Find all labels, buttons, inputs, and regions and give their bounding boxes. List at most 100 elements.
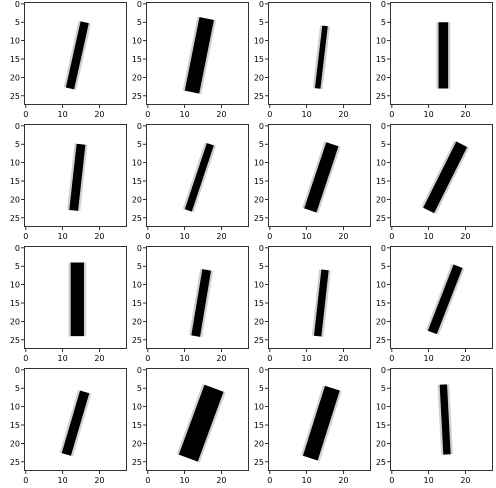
digit-1-r1c3 [314, 25, 328, 89]
x-tick-label: 0 [267, 110, 272, 119]
y-tick-label: 0 [259, 122, 264, 131]
y-tick-label: 25 [376, 336, 386, 345]
y-tick-label: 10 [254, 159, 264, 168]
y-tick-label: 10 [10, 159, 20, 168]
x-tick-label: 10 [58, 232, 68, 241]
y-tick-label: 5 [381, 384, 386, 393]
y-tick-label: 10 [254, 403, 264, 412]
digit-1-r3c2 [191, 269, 212, 337]
x-tick-label: 10 [302, 232, 312, 241]
y-tick-label: 0 [15, 122, 20, 131]
y-tick-label: 10 [376, 159, 386, 168]
y-tick-label: 15 [254, 177, 264, 186]
x-tick-label: 0 [23, 110, 28, 119]
y-tick-label: 0 [381, 0, 386, 9]
y-tick-label: 25 [254, 92, 264, 101]
y-tick-label: 0 [15, 0, 20, 9]
y-tick-label: 15 [376, 177, 386, 186]
y-tick-label: 5 [381, 140, 386, 149]
panel-frame [24, 124, 127, 227]
y-tick-label: 5 [259, 18, 264, 27]
x-tick-label: 0 [267, 354, 272, 363]
x-tick-label: 0 [389, 354, 394, 363]
x-tick-label: 20 [216, 232, 226, 241]
x-tick-label: 10 [180, 354, 190, 363]
panel-frame [146, 368, 249, 471]
y-tick-label: 20 [376, 439, 386, 448]
x-tick-label: 10 [302, 110, 312, 119]
x-tick-label: 20 [460, 354, 470, 363]
y-tick-label: 25 [10, 214, 20, 223]
y-tick-label: 0 [137, 244, 142, 253]
y-tick-label: 15 [10, 55, 20, 64]
panel-frame [390, 368, 493, 471]
y-tick-label: 15 [132, 299, 142, 308]
y-tick-label: 25 [254, 458, 264, 467]
x-tick-label: 10 [180, 232, 190, 241]
x-tick-label: 20 [460, 110, 470, 119]
y-tick-label: 5 [137, 18, 142, 27]
y-tick-label: 0 [381, 244, 386, 253]
x-tick-label: 0 [267, 476, 272, 485]
x-tick-label: 10 [58, 476, 68, 485]
y-tick-label: 10 [132, 403, 142, 412]
digit-1-r2c4 [423, 141, 468, 214]
y-tick-label: 15 [376, 55, 386, 64]
y-tick-label: 5 [15, 140, 20, 149]
y-tick-label: 15 [132, 421, 142, 430]
y-tick-label: 0 [259, 0, 264, 9]
y-tick-label: 0 [15, 244, 20, 253]
x-tick-label: 0 [23, 354, 28, 363]
digit-1-r4c2 [178, 384, 224, 462]
x-tick-label: 0 [145, 232, 150, 241]
y-tick-label: 25 [376, 92, 386, 101]
digit-1-r4c1 [61, 390, 90, 456]
y-tick-label: 20 [376, 317, 386, 326]
x-tick-label: 0 [23, 476, 28, 485]
x-tick-label: 0 [389, 476, 394, 485]
y-tick-label: 10 [132, 159, 142, 168]
y-tick-label: 25 [132, 458, 142, 467]
y-tick-label: 5 [15, 18, 20, 27]
y-tick-label: 15 [254, 299, 264, 308]
x-tick-label: 20 [338, 232, 348, 241]
y-tick-label: 5 [137, 262, 142, 271]
x-tick-label: 10 [180, 476, 190, 485]
y-tick-label: 25 [254, 214, 264, 223]
digit-1-r2c2 [184, 143, 214, 212]
y-tick-label: 25 [10, 336, 20, 345]
panel-frame [268, 246, 371, 349]
y-tick-label: 10 [376, 37, 386, 46]
digit-1-r1c1 [65, 21, 89, 90]
x-tick-label: 10 [58, 354, 68, 363]
y-tick-label: 5 [259, 384, 264, 393]
y-tick-label: 20 [10, 439, 20, 448]
x-tick-label: 20 [460, 232, 470, 241]
x-tick-label: 0 [145, 354, 150, 363]
digit-1-r2c3 [304, 142, 339, 213]
y-tick-label: 20 [376, 195, 386, 204]
y-tick-label: 0 [381, 122, 386, 131]
y-tick-label: 10 [10, 281, 20, 290]
x-tick-label: 20 [94, 354, 104, 363]
y-tick-label: 15 [376, 421, 386, 430]
y-tick-label: 20 [10, 195, 20, 204]
panel-frame [268, 2, 371, 105]
y-tick-label: 20 [10, 317, 20, 326]
x-tick-label: 20 [216, 354, 226, 363]
y-tick-label: 25 [10, 92, 20, 101]
y-tick-label: 20 [376, 73, 386, 82]
y-tick-label: 20 [254, 317, 264, 326]
x-tick-label: 0 [23, 232, 28, 241]
panel-frame [268, 124, 371, 227]
digit-1-r2c1 [69, 143, 86, 211]
x-tick-label: 20 [94, 476, 104, 485]
x-tick-label: 10 [302, 354, 312, 363]
